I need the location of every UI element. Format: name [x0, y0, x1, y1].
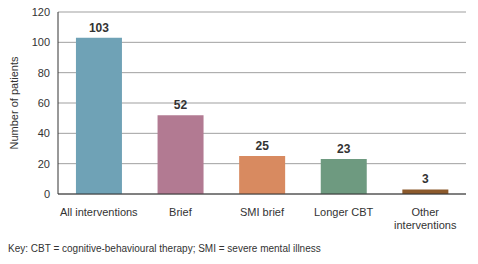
svg-text:interventions: interventions: [394, 219, 457, 231]
svg-text:0: 0: [44, 188, 50, 200]
svg-text:100: 100: [32, 36, 50, 48]
svg-text:23: 23: [337, 142, 351, 156]
svg-text:40: 40: [38, 127, 50, 139]
svg-text:120: 120: [32, 6, 50, 18]
svg-text:All interventions: All interventions: [60, 206, 138, 218]
svg-text:Longer CBT: Longer CBT: [314, 206, 374, 218]
svg-text:103: 103: [89, 21, 109, 35]
svg-text:20: 20: [38, 158, 50, 170]
svg-text:25: 25: [255, 139, 269, 153]
html-text:Key: CBT = cognitive-behaviour: Key: CBT = cognitive-behavioural therapy…: [8, 243, 321, 254]
svg-text:3: 3: [422, 172, 429, 186]
svg-text:80: 80: [38, 67, 50, 79]
svg-text:Brief: Brief: [169, 206, 193, 218]
svg-text:60: 60: [38, 97, 50, 109]
svg-text:52: 52: [174, 98, 188, 112]
svg-text:Number of patients: Number of patients: [8, 56, 20, 149]
svg-text:SMI brief: SMI brief: [240, 206, 285, 218]
svg-text:Other: Other: [411, 206, 439, 218]
